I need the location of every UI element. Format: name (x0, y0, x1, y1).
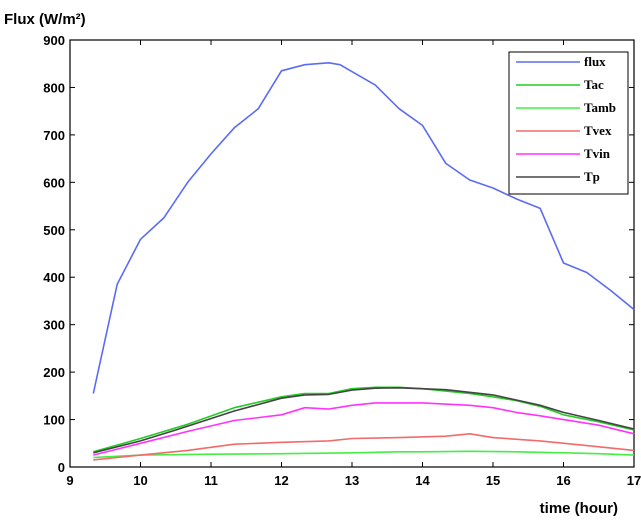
series-line-tamb (93, 450, 635, 459)
legend-label-tvin: Tvin (584, 146, 611, 161)
series-line-tp (93, 387, 635, 454)
y-axis-title: Flux (W/m²) (4, 11, 86, 28)
x-tick-label: 10 (133, 473, 147, 488)
legend-label-tamb: Tamb (584, 100, 616, 115)
y-tick-label: 900 (43, 33, 65, 48)
legend-box (508, 51, 629, 195)
x-tick-label: 13 (345, 473, 359, 488)
y-tick-label: 300 (43, 318, 65, 333)
series-line-tvex (93, 433, 635, 461)
legend-label-flux: flux (584, 54, 606, 69)
y-tick-label: 0 (58, 460, 65, 475)
y-tick-label: 400 (43, 270, 65, 285)
y-axis: 0 100 200 300 400 500 600 700 800 900 (43, 33, 634, 475)
x-tick-label: 9 (66, 473, 73, 488)
y-tick-label: 200 (43, 365, 65, 380)
y-tick-label: 700 (43, 128, 65, 143)
x-tick-label: 11 (204, 473, 218, 488)
x-tick-label: 14 (415, 473, 430, 488)
series-line-flux (92, 62, 635, 394)
legend-label-tvex: Tvex (584, 123, 612, 138)
y-tick-label: 500 (43, 223, 65, 238)
series-line-tvin (93, 402, 635, 456)
series-lines (92, 62, 635, 461)
x-tick-label: 15 (486, 473, 500, 488)
legend-label-tac: Tac (584, 77, 604, 92)
y-tick-label: 600 (43, 175, 65, 190)
x-axis-title: time (hour) (540, 500, 618, 517)
x-axis: 9 10 11 12 13 14 15 16 17 (66, 40, 641, 488)
x-tick-label: 17 (627, 473, 641, 488)
legend-label-tp: Tp (584, 169, 600, 184)
legend: flux Tac Tamb Tvex Tvin Tp (508, 51, 629, 195)
x-tick-label: 12 (274, 473, 288, 488)
x-tick-label: 16 (556, 473, 570, 488)
y-tick-label: 800 (43, 80, 65, 95)
y-tick-label: 100 (43, 413, 65, 428)
